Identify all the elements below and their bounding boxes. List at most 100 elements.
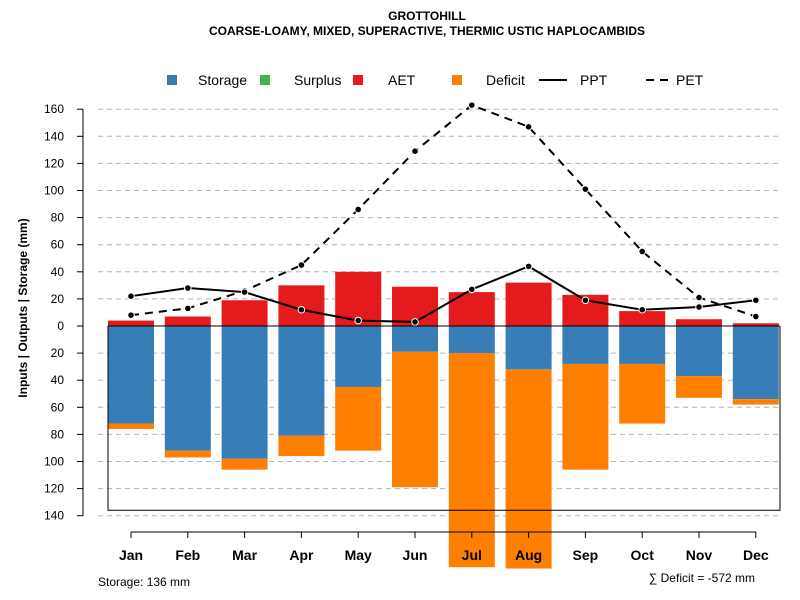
deficit-bar [278,435,325,457]
y-tick-label: 160 [44,102,64,116]
deficit-bar [392,351,438,488]
ppt-point [240,288,249,296]
pet-point [468,101,476,109]
storage-bar [278,326,325,436]
ppt-point [354,316,363,325]
aet-bar [676,319,722,326]
ppt-point [695,303,703,311]
storage-bar [732,326,779,400]
aet-bar [619,311,666,326]
deficit-bar [221,458,268,470]
legend: Storage Surplus AET Deficit PPT PET [167,72,704,88]
ppt-point [411,318,419,326]
ppt-point [524,262,533,271]
storage-bar [335,326,382,387]
pet-point [638,247,647,256]
x-tick-label: Jul [462,547,482,563]
y-tick-label: 60 [51,238,65,252]
y-tick-label: 60 [51,400,65,414]
storage-bar [562,326,609,364]
legend-label-storage: Storage [198,72,247,88]
y-tick-label: 100 [44,184,64,198]
bars [108,271,779,569]
deficit-bar [505,369,552,569]
legend-label-deficit: Deficit [486,72,525,88]
legend-swatch-surplus [260,75,270,85]
y-tick-label: 100 [44,455,64,469]
x-tick-label: Apr [289,547,314,563]
legend-label-surplus: Surplus [294,72,341,88]
y-tick-label: 40 [51,265,65,279]
storage-capacity-box [107,326,781,511]
pet-point [524,123,533,131]
storage-bar [448,326,495,354]
legend-label-aet: AET [388,72,416,88]
ppt-line [130,265,756,323]
pet-point [752,312,760,321]
pet-point [581,185,590,193]
storage-note: Storage: 136 mm [98,575,190,589]
ppt-point [638,305,647,314]
y-tick-label: 120 [44,156,64,170]
ppt-point [184,284,192,292]
storage-bar [619,326,666,364]
x-tick-label: Oct [631,547,655,563]
y-tick-label: 40 [51,373,65,387]
y-tick-label: 140 [44,129,64,143]
ppt-point [297,305,306,314]
legend-swatch-aet [353,75,363,85]
lines [127,101,760,326]
chart-subtitle: COARSE-LOAMY, MIXED, SUPERACTIVE, THERMI… [209,24,645,38]
deficit-bar [108,423,154,429]
deficit-bar [676,376,722,398]
aet-bar [164,316,211,326]
pet-point [411,147,419,156]
y-tick-label: 20 [51,292,65,306]
deficit-bar [619,363,666,424]
x-tick-label: May [345,547,372,563]
aet-bar [448,292,495,326]
ppt-point [468,285,476,294]
x-tick-label: Jun [403,547,428,563]
chart-title: GROTTOHILL [388,9,466,23]
storage-bar [221,326,268,459]
pet-line [130,103,757,318]
ppt-point [752,296,760,305]
x-tick-label: Mar [232,547,257,563]
deficit-bar [562,363,609,470]
aet-bar [108,320,154,326]
pet-point [297,261,306,269]
pet-point [184,304,192,313]
y-tick-label: 20 [51,346,65,360]
aet-bar [221,300,268,326]
ppt-point [581,296,590,305]
storage-bar [505,326,552,370]
aet-bar [732,323,779,326]
legend-label-ppt: PPT [580,72,608,88]
y-tick-label: 80 [51,427,65,441]
axes: 160 140 120 100 80 60 40 20 0 20 40 60 80 100 120 140 Ja… [44,102,781,563]
x-tick-label: Jan [119,547,143,563]
deficit-bar [164,450,211,458]
x-tick-label: Aug [515,547,542,563]
legend-label-pet: PET [676,72,704,88]
deficit-bar [732,399,779,405]
deficit-bar [335,386,382,451]
pet-point [127,311,135,319]
x-tick-label: Feb [175,547,200,563]
y-tick-label: 0 [57,319,64,333]
y-tick-label: 80 [51,211,65,225]
pet-point [354,205,363,214]
y-tick-label: 140 [44,509,64,523]
deficit-sum-note: ∑ Deficit = -572 mm [649,571,755,585]
storage-bar [108,326,154,424]
pet-point [695,293,703,302]
y-axis-label: Inputs | Outputs | Storage (mm) [16,218,30,397]
storage-bar [676,326,722,377]
y-tick-label: 120 [44,482,64,496]
x-tick-label: Dec [743,547,769,563]
x-tick-label: Sep [573,547,599,563]
storage-bar [392,326,438,352]
legend-swatch-deficit [452,75,462,85]
